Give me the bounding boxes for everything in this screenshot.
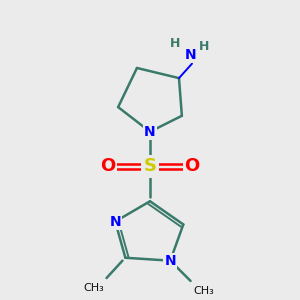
Text: N: N <box>110 214 121 229</box>
Text: O: O <box>184 158 200 175</box>
Text: H: H <box>169 37 180 50</box>
Text: N: N <box>144 125 156 139</box>
Text: CH₃: CH₃ <box>194 286 214 296</box>
Text: N: N <box>185 48 197 62</box>
Text: S: S <box>143 158 157 175</box>
Text: CH₃: CH₃ <box>83 283 104 293</box>
Text: H: H <box>198 40 209 53</box>
Text: O: O <box>100 158 116 175</box>
Text: N: N <box>164 254 176 268</box>
